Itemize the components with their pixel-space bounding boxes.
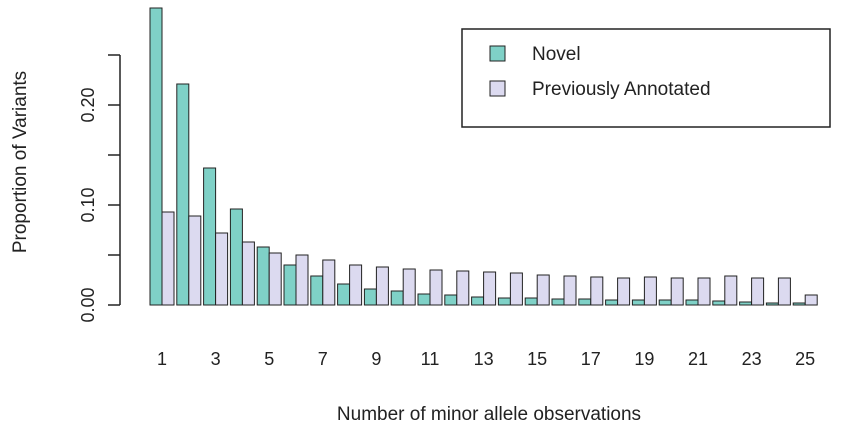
x-tick-label: 7 bbox=[318, 349, 328, 369]
x-tick-label: 11 bbox=[421, 349, 440, 369]
bar-novel bbox=[551, 298, 565, 306]
bar-previously-annotated bbox=[590, 276, 604, 306]
bar-previously-annotated bbox=[161, 211, 175, 306]
y-axis: 0.00 0.10 0.20 bbox=[78, 54, 121, 323]
bar-previously-annotated bbox=[402, 268, 416, 306]
legend-box bbox=[461, 28, 831, 128]
legend-label: Novel bbox=[532, 44, 581, 65]
y-tick-label: 0.10 bbox=[78, 187, 98, 222]
bar-novel bbox=[712, 300, 726, 306]
bar-previously-annotated bbox=[483, 271, 497, 306]
bar-novel bbox=[471, 296, 485, 306]
x-tick-label: 21 bbox=[688, 349, 708, 369]
bar-novel bbox=[605, 299, 619, 306]
bar-novel bbox=[417, 293, 431, 306]
legend: Novel Previously Annotated bbox=[461, 28, 831, 128]
bar-novel bbox=[497, 297, 511, 306]
x-tick-label: 5 bbox=[264, 349, 274, 369]
bar-previously-annotated bbox=[322, 259, 336, 306]
bar-previously-annotated bbox=[375, 266, 389, 306]
x-tick-label: 23 bbox=[742, 349, 762, 369]
bar-novel bbox=[578, 298, 592, 306]
bar-previously-annotated bbox=[509, 272, 523, 306]
y-axis-label: Proportion of Variants bbox=[10, 71, 31, 253]
bar-novel bbox=[524, 297, 538, 306]
bar-novel bbox=[739, 301, 753, 306]
bar-previously-annotated bbox=[268, 252, 282, 306]
x-tick-label: 17 bbox=[581, 349, 601, 369]
bar-novel bbox=[337, 283, 351, 306]
y-tick-label: 0.20 bbox=[78, 87, 98, 122]
legend-swatch bbox=[489, 45, 506, 62]
bar-novel bbox=[363, 288, 377, 306]
legend-label: Previously Annotated bbox=[532, 79, 711, 100]
bar-novel bbox=[390, 290, 404, 306]
x-tick-label: 3 bbox=[211, 349, 221, 369]
x-tick-label: 13 bbox=[474, 349, 494, 369]
bar-novel bbox=[229, 208, 243, 306]
bar-previously-annotated bbox=[429, 269, 443, 306]
bar-previously-annotated bbox=[456, 270, 470, 306]
bar-novel bbox=[256, 246, 270, 306]
bar-previously-annotated bbox=[617, 277, 631, 306]
bar-novel bbox=[631, 299, 645, 306]
bar-previously-annotated bbox=[724, 275, 738, 306]
bar-novel bbox=[176, 83, 190, 306]
bar-novel bbox=[310, 275, 324, 306]
bar-previously-annotated bbox=[295, 254, 309, 306]
bar-novel bbox=[792, 302, 806, 306]
bar-previously-annotated bbox=[643, 276, 657, 306]
legend-swatch bbox=[489, 80, 506, 97]
bar-novel bbox=[444, 294, 458, 306]
x-tick-label: 25 bbox=[795, 349, 815, 369]
x-tick-label: 19 bbox=[634, 349, 654, 369]
bar-previously-annotated bbox=[215, 232, 229, 306]
bar-previously-annotated bbox=[349, 264, 363, 306]
x-axis-label: Number of minor allele observations bbox=[337, 404, 641, 425]
bar-previously-annotated bbox=[670, 277, 684, 306]
bar-novel bbox=[283, 264, 297, 306]
bar-previously-annotated bbox=[241, 241, 255, 306]
bar-previously-annotated bbox=[697, 277, 711, 306]
y-tick-label: 0.00 bbox=[78, 287, 98, 322]
bars bbox=[149, 7, 818, 306]
bar-previously-annotated bbox=[751, 277, 765, 306]
bar-novel bbox=[203, 167, 217, 306]
bar-novel bbox=[149, 7, 163, 306]
bar-previously-annotated bbox=[188, 215, 202, 306]
bar-previously-annotated bbox=[777, 277, 791, 306]
x-axis: 1 3 5 7 9 11 13 15 17 19 21 23 25 bbox=[157, 349, 815, 369]
bar-novel bbox=[765, 302, 779, 306]
bar-previously-annotated bbox=[804, 294, 818, 306]
x-tick-label: 15 bbox=[527, 349, 547, 369]
bar-previously-annotated bbox=[536, 274, 550, 306]
bar-novel bbox=[658, 299, 672, 306]
bar-novel bbox=[685, 299, 699, 306]
x-tick-label: 9 bbox=[371, 349, 381, 369]
bar-previously-annotated bbox=[563, 275, 577, 306]
x-tick-label: 1 bbox=[157, 349, 167, 369]
